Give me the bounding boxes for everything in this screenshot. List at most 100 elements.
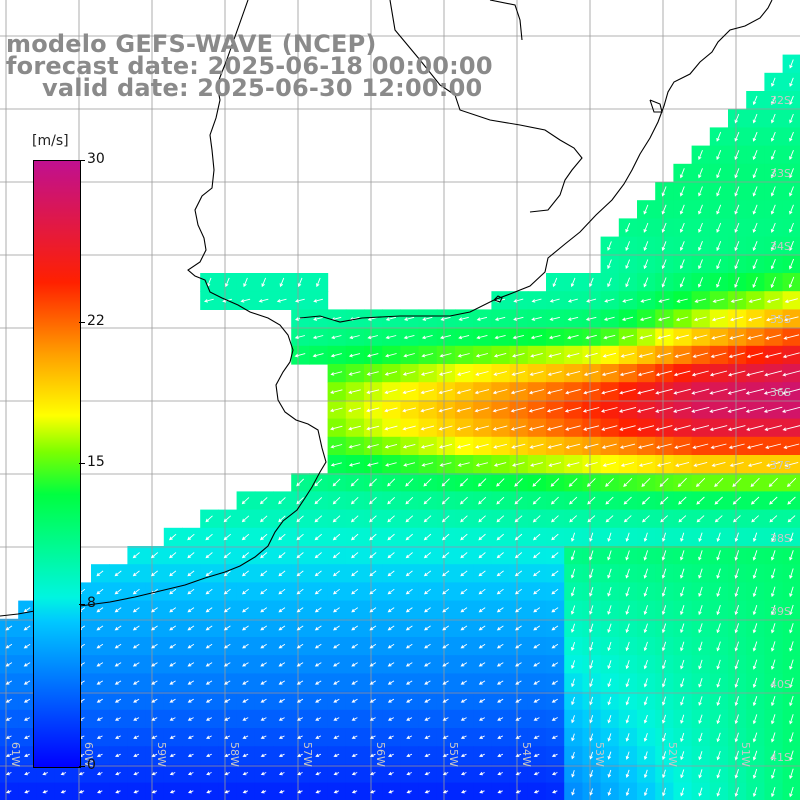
wind-arrow	[456, 407, 472, 413]
wind-arrow	[734, 732, 739, 743]
wind-arrow	[570, 623, 576, 633]
wind-arrow	[680, 623, 685, 634]
wind-arrow	[729, 316, 744, 322]
wind-arrow	[734, 277, 740, 288]
wind-arrow	[187, 643, 195, 649]
wind-arrow	[661, 641, 667, 652]
wind-arrow	[474, 407, 490, 413]
wind-arrow	[551, 570, 559, 577]
wind-arrow	[385, 316, 397, 321]
wind-arrow	[478, 515, 486, 523]
wind-arrow	[565, 388, 581, 395]
wind-arrow	[115, 771, 121, 776]
wind-arrow	[528, 425, 545, 431]
wind-arrow	[329, 407, 343, 413]
wind-arrow	[296, 717, 304, 721]
wind-arrow	[638, 462, 653, 467]
wind-arrow	[330, 462, 342, 467]
wind-arrow	[388, 735, 394, 739]
wind-arrow	[497, 771, 503, 776]
wind-arrow	[496, 662, 504, 667]
wind-arrow	[680, 787, 685, 797]
wind-arrow	[403, 462, 416, 467]
wind-arrow	[716, 168, 722, 179]
wind-arrow	[549, 316, 561, 321]
wind-arrow	[278, 570, 286, 577]
wind-arrow	[332, 552, 341, 559]
wind-arrow	[351, 717, 358, 721]
wind-arrow	[782, 425, 800, 432]
wind-arrow	[314, 552, 322, 559]
wind-arrow	[677, 477, 687, 488]
wind-arrow	[151, 771, 158, 776]
wind-arrow	[420, 389, 435, 395]
wind-arrow	[442, 552, 450, 559]
wind-arrow	[23, 607, 31, 613]
wind-arrow	[514, 552, 523, 559]
wind-arrow	[716, 787, 721, 797]
wind-arrow	[789, 641, 794, 652]
wind-arrow	[513, 316, 524, 321]
wind-arrow	[132, 662, 140, 667]
wind-arrow	[384, 389, 398, 395]
wind-arrow	[691, 425, 710, 432]
wind-arrow	[734, 769, 739, 779]
wind-arrow	[461, 790, 467, 794]
wind-arrow	[278, 533, 286, 541]
wind-arrow	[224, 771, 230, 776]
wind-arrow	[625, 641, 630, 652]
wind-arrow	[278, 607, 286, 613]
wind-arrow	[242, 680, 249, 685]
wind-arrow	[424, 643, 431, 649]
wind-arrow	[511, 352, 525, 358]
wind-arrow	[712, 298, 725, 303]
wind-arrow	[333, 698, 340, 703]
wind-arrow	[601, 425, 618, 431]
wind-arrow	[278, 515, 286, 523]
wind-arrow	[496, 515, 505, 523]
wind-arrow	[515, 662, 522, 667]
wind-arrow	[676, 298, 688, 303]
wind-arrow	[551, 735, 558, 739]
wind-arrow	[570, 641, 576, 651]
wind-arrow	[789, 677, 794, 689]
wind-arrow	[224, 735, 231, 739]
wind-arrow	[388, 771, 394, 776]
wind-arrow	[187, 570, 195, 577]
wind-arrow	[260, 790, 267, 794]
wind-arrow	[552, 790, 558, 794]
wind-arrow	[420, 371, 434, 376]
wind-arrow	[770, 186, 776, 197]
wind-arrow	[405, 515, 414, 523]
latitude-label: 37S	[770, 459, 791, 472]
wind-arrow	[424, 607, 431, 613]
wind-arrow	[607, 751, 612, 760]
wind-arrow	[169, 753, 176, 758]
wind-arrow	[745, 406, 765, 413]
wind-arrow	[5, 662, 13, 667]
wind-arrow	[786, 477, 797, 488]
wind-arrow	[752, 787, 758, 797]
latitude-label: 33S	[770, 167, 791, 180]
wind-arrow	[330, 444, 343, 449]
wind-arrow	[656, 443, 672, 449]
wind-arrow	[552, 277, 558, 288]
wind-arrow	[587, 515, 596, 523]
wind-arrow	[351, 643, 358, 649]
wind-arrow	[23, 717, 31, 721]
wind-arrow	[478, 533, 486, 541]
wind-arrow	[315, 753, 322, 758]
wind-arrow	[115, 735, 121, 739]
wind-arrow	[734, 222, 740, 233]
wind-arrow	[698, 568, 703, 579]
wind-arrow	[460, 588, 468, 595]
wind-arrow	[570, 587, 576, 597]
wind-arrow	[460, 607, 468, 613]
wind-arrow	[296, 662, 304, 667]
wind-arrow	[478, 496, 487, 505]
wind-arrow	[533, 680, 540, 685]
wind-arrow	[5, 717, 12, 721]
wind-arrow	[716, 604, 721, 616]
wind-arrow	[260, 698, 267, 703]
